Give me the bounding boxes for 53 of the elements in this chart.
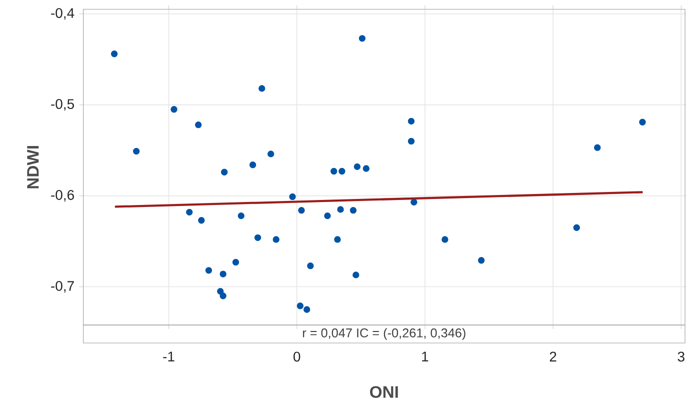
x-tick-label: 2 xyxy=(550,352,556,362)
y-tick-label: -0,6 xyxy=(51,190,74,202)
y-tick-label: -0,7 xyxy=(51,281,74,293)
x-tick-label: -1 xyxy=(163,352,174,362)
point xyxy=(358,35,366,42)
point xyxy=(110,50,118,58)
point xyxy=(324,212,331,220)
point xyxy=(205,267,212,274)
point xyxy=(198,217,205,224)
point xyxy=(350,207,357,214)
point xyxy=(307,262,314,270)
point xyxy=(330,168,338,175)
point xyxy=(238,212,244,220)
point xyxy=(220,292,226,300)
point xyxy=(573,224,580,231)
point xyxy=(272,236,280,243)
point xyxy=(258,85,266,92)
point xyxy=(232,258,240,266)
x-axis-title: ONI xyxy=(370,386,398,398)
point xyxy=(195,122,202,128)
point xyxy=(268,150,274,158)
point xyxy=(408,118,415,125)
x-tick-label: 3 xyxy=(678,352,684,362)
point xyxy=(338,168,346,175)
point xyxy=(334,236,341,243)
point xyxy=(296,302,304,310)
point xyxy=(442,236,448,243)
point xyxy=(478,257,485,264)
point xyxy=(408,138,415,145)
point xyxy=(220,270,226,278)
point xyxy=(217,288,224,295)
point xyxy=(304,306,310,313)
y-axis-title: NDWI xyxy=(27,146,39,188)
x-tick-label: 0 xyxy=(294,352,300,362)
point xyxy=(354,163,361,170)
point xyxy=(289,193,296,200)
y-tick-label: -0,5 xyxy=(51,99,74,111)
point xyxy=(337,206,344,213)
y-tick-label: -0,4 xyxy=(51,8,74,20)
x-tick-label: 1 xyxy=(422,352,428,362)
point xyxy=(186,208,193,216)
point xyxy=(362,165,370,172)
point xyxy=(594,144,601,151)
point xyxy=(170,106,178,113)
text: r = 0,047 IC = (-0,261, 0,346) xyxy=(302,328,466,340)
point xyxy=(254,234,262,241)
point xyxy=(133,148,140,155)
point xyxy=(639,118,646,126)
point xyxy=(298,207,305,214)
point xyxy=(221,168,228,176)
point xyxy=(249,162,256,168)
point xyxy=(352,272,360,278)
point xyxy=(410,198,418,206)
